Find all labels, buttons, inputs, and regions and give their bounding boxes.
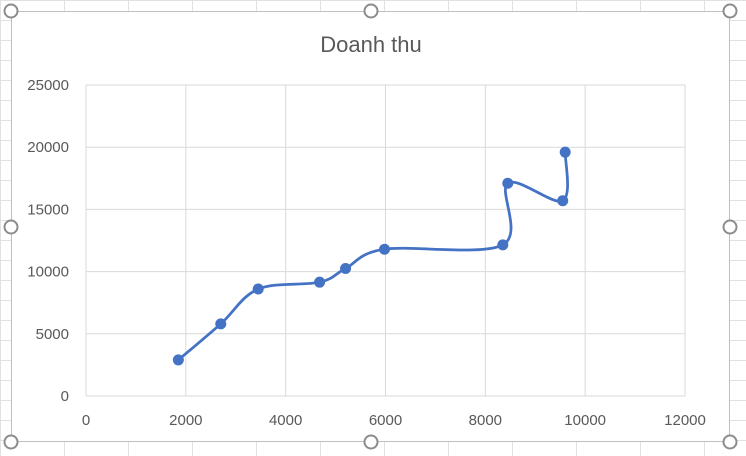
resize-handle[interactable] — [3, 219, 19, 235]
resize-handle[interactable] — [363, 434, 379, 450]
x-tick-label: 4000 — [269, 412, 302, 429]
y-tick-label: 5000 — [36, 326, 69, 343]
data-point[interactable] — [314, 276, 326, 288]
y-tick-label: 20000 — [27, 139, 69, 156]
x-tick-label: 2000 — [169, 412, 202, 429]
series-group[interactable] — [172, 146, 571, 366]
chart-title[interactable]: Doanh thu — [320, 32, 422, 57]
chart-area[interactable] — [11, 11, 730, 442]
x-tick-label: 6000 — [369, 412, 402, 429]
x-tick-label: 0 — [82, 412, 90, 429]
gridlines — [85, 84, 686, 397]
x-tick-label: 10000 — [564, 412, 606, 429]
data-point[interactable] — [215, 318, 227, 330]
selection-handles[interactable] — [3, 3, 738, 450]
y-axis-tick-labels: 0 5000 10000 15000 20000 25000 — [27, 77, 69, 405]
y-tick-label: 25000 — [27, 77, 69, 94]
y-tick-label: 15000 — [27, 201, 69, 218]
y-tick-label: 0 — [61, 388, 69, 405]
resize-handle[interactable] — [3, 434, 19, 450]
resize-handle[interactable] — [3, 3, 19, 19]
data-point[interactable] — [502, 177, 514, 189]
x-tick-label: 8000 — [469, 412, 502, 429]
data-point[interactable] — [340, 262, 352, 274]
data-point[interactable] — [557, 195, 569, 207]
data-point[interactable] — [172, 354, 184, 366]
resize-handle[interactable] — [722, 219, 738, 235]
data-point[interactable] — [497, 239, 509, 251]
data-point[interactable] — [252, 283, 264, 295]
data-point[interactable] — [379, 243, 391, 255]
data-point[interactable] — [559, 146, 571, 158]
y-tick-label: 10000 — [27, 264, 69, 281]
resize-handle[interactable] — [722, 3, 738, 19]
resize-handle[interactable] — [363, 3, 379, 19]
resize-handle[interactable] — [722, 434, 738, 450]
x-tick-label: 12000 — [664, 412, 706, 429]
x-axis-tick-labels: 0 2000 4000 6000 8000 10000 12000 — [82, 412, 706, 429]
